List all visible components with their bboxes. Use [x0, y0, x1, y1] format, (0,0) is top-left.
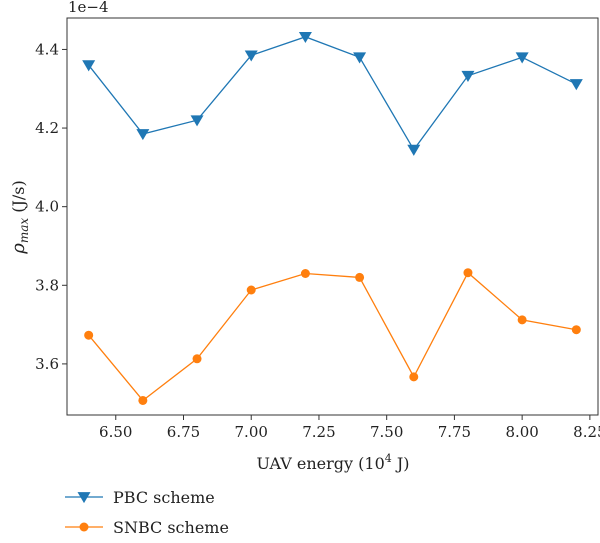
x-tick-label: 7.50 — [370, 423, 403, 441]
y-offset-text: 1e−4 — [68, 0, 109, 16]
data-point — [463, 268, 473, 278]
legend: PBC scheme SNBC scheme — [65, 488, 229, 537]
x-axis-title-exp: 4 — [385, 452, 392, 465]
y-axis-title-sub: max — [17, 218, 31, 244]
y-axis-title-symbol: ρ — [8, 243, 29, 255]
data-point — [190, 115, 204, 127]
legend-marker — [79, 522, 89, 532]
data-point — [244, 50, 258, 62]
data-point — [84, 330, 94, 340]
plot-area — [66, 17, 599, 416]
data-point — [355, 272, 365, 282]
x-axis-title-main: UAV energy (10 — [257, 454, 385, 473]
legend-marker — [77, 492, 91, 504]
series-line — [88, 271, 577, 402]
series-1 — [82, 31, 583, 156]
y-axis-title-unit: (J/s) — [9, 180, 28, 218]
y-tick-label: 3.6 — [35, 355, 59, 373]
y-axis-title: ρmax (J/s) — [8, 180, 31, 255]
x-axis-title-tail: J) — [392, 454, 410, 473]
x-tick-label: 7.00 — [235, 423, 268, 441]
x-tick-label: 7.25 — [302, 423, 335, 441]
x-tick-label: 6.50 — [99, 423, 132, 441]
data-point — [515, 52, 529, 64]
data-point — [517, 315, 527, 325]
x-tick-label: 7.75 — [438, 423, 471, 441]
y-axis-ticks: 3.6 3.8 4.0 4.2 4.4 — [35, 40, 67, 373]
data-point — [82, 60, 96, 72]
x-tick-label: 8.25 — [573, 423, 600, 441]
legend-label: SNBC scheme — [113, 518, 229, 537]
data-point — [136, 129, 150, 141]
data-point — [353, 52, 367, 64]
data-point — [138, 395, 148, 405]
data-point — [409, 372, 419, 382]
series-layer — [82, 31, 583, 405]
legend-label: PBC scheme — [113, 488, 215, 507]
y-tick-label: 3.8 — [35, 276, 59, 294]
data-point — [571, 325, 581, 335]
data-point — [461, 70, 475, 82]
y-tick-label: 4.4 — [35, 40, 59, 58]
y-tick-label: 4.0 — [35, 198, 59, 216]
x-axis-ticks: 6.50 6.75 7.00 7.25 7.50 7.75 8.00 8.25 — [99, 415, 600, 441]
data-point — [407, 144, 421, 156]
data-point — [569, 79, 583, 91]
data-point — [192, 354, 202, 364]
data-point — [246, 285, 256, 295]
y-tick-label: 4.2 — [35, 119, 59, 137]
legend-entry: SNBC scheme — [65, 518, 229, 537]
x-axis-title: UAV energy (104 J) — [257, 452, 410, 473]
x-tick-label: 8.00 — [505, 423, 538, 441]
legend-entry: PBC scheme — [65, 488, 215, 507]
series-2 — [84, 268, 581, 405]
data-point — [300, 268, 310, 278]
x-tick-label: 6.75 — [167, 423, 200, 441]
data-point — [298, 31, 312, 44]
series-line — [88, 36, 577, 151]
